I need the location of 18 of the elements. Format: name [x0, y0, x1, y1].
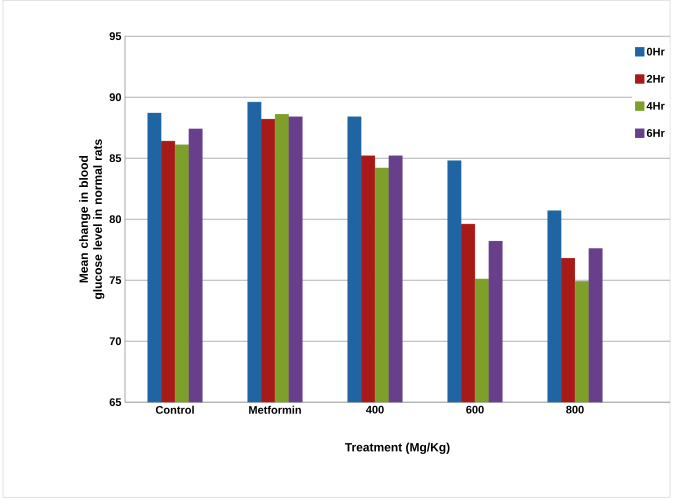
y-tick-label: 70 — [110, 337, 122, 345]
legend-label: 6Hr — [646, 129, 665, 137]
x-axis-title: Treatment (Mg/Kg) — [344, 442, 450, 454]
y-tick-label: 75 — [110, 276, 122, 284]
y-tick-label: 90 — [110, 93, 122, 101]
legend-label: 4Hr — [646, 102, 665, 110]
y-tick-label: 95 — [110, 32, 122, 40]
x-tick-label: 600 — [466, 406, 484, 414]
x-tick-label: Control — [156, 406, 194, 414]
x-tick-label: 400 — [366, 406, 384, 414]
legend-label: 2Hr — [646, 74, 665, 82]
y-axis-title: Mean change in blood glucose level in normal rats — [79, 139, 104, 299]
x-tick-label: 800 — [566, 406, 584, 414]
y-tick-label: 80 — [110, 215, 122, 223]
x-tick-label: Metformin — [249, 406, 301, 414]
legend-label: 0Hr — [646, 48, 665, 56]
y-tick-label: 85 — [110, 154, 122, 162]
y-tick-label: 65 — [110, 398, 122, 406]
